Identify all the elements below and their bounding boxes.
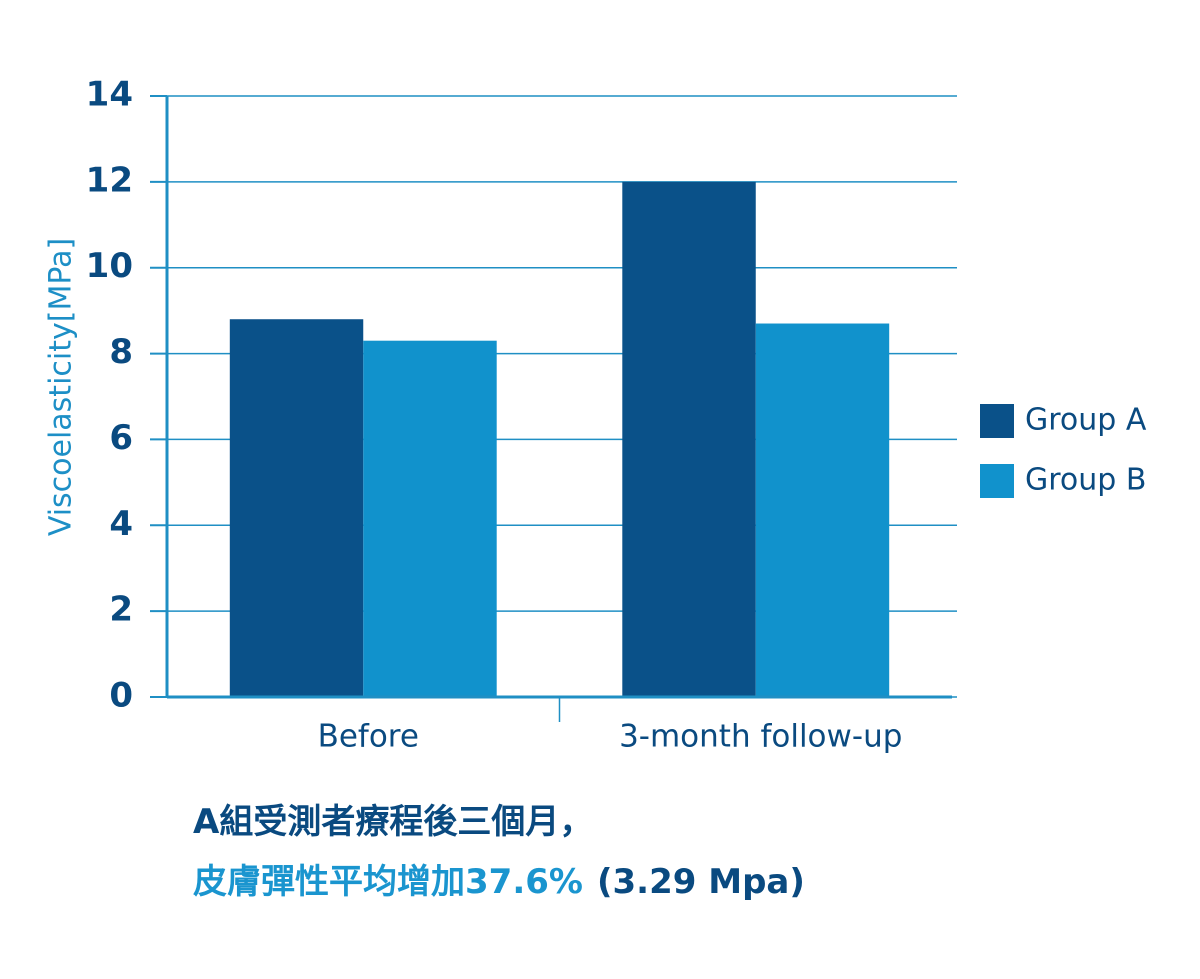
bar bbox=[755, 323, 890, 697]
y-tick-label: 0 bbox=[109, 676, 133, 716]
bar bbox=[622, 181, 756, 697]
annotation-line: A組受測者療程後三個月， bbox=[193, 802, 593, 842]
annotation: (3.29 Mpa) bbox=[597, 862, 805, 902]
annotation: 皮膚彈性平均增加37.6% bbox=[193, 862, 583, 902]
y-tick-label: 6 bbox=[109, 418, 133, 458]
bar bbox=[363, 340, 497, 697]
x-tick-label: Before bbox=[318, 719, 419, 755]
x-tick-label: 3-month follow-up bbox=[619, 719, 902, 755]
annotation: A組受測者療程後三個月， bbox=[193, 802, 593, 842]
legend-swatch bbox=[980, 404, 1014, 438]
y-tick-label: 14 bbox=[86, 75, 133, 115]
bar bbox=[229, 319, 364, 697]
legend-swatch bbox=[980, 464, 1014, 498]
y-tick-label: 8 bbox=[109, 332, 133, 372]
legend-label: Group A bbox=[1025, 403, 1147, 438]
y-tick-label: 4 bbox=[109, 504, 133, 544]
annotation-line: 皮膚彈性平均增加37.6% (3.29 Mpa) bbox=[193, 862, 805, 902]
y-axis-label: Viscoelasticity[MPa] bbox=[44, 238, 79, 536]
y-tick-label: 12 bbox=[86, 160, 133, 200]
legend-label: Group B bbox=[1025, 463, 1146, 498]
y-tick-label: 2 bbox=[109, 590, 133, 630]
y-tick-label: 10 bbox=[86, 246, 133, 286]
